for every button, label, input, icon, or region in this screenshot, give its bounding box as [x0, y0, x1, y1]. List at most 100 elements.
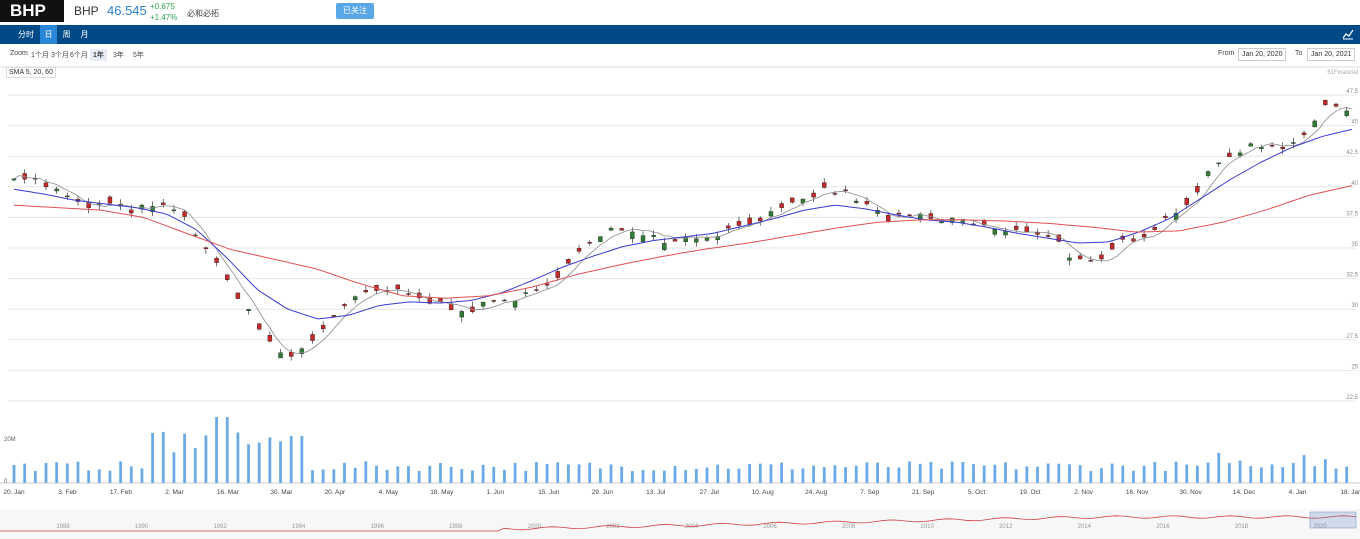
candle-body — [1163, 215, 1168, 219]
y-tick-label: 30 — [1351, 303, 1358, 309]
volume-bar — [23, 463, 27, 483]
candle-body — [1184, 197, 1189, 205]
candle-body — [523, 292, 528, 294]
volume-bar — [1281, 467, 1285, 483]
candle-body — [694, 238, 699, 243]
candle-body — [363, 290, 369, 293]
volume-bar — [503, 469, 506, 483]
x-tick-label: 4. Jan — [1289, 489, 1307, 496]
zoom-6m[interactable]: 6个月 — [70, 52, 88, 59]
candle-body — [1312, 120, 1317, 128]
candle-body — [43, 182, 49, 188]
navigator-year: 2000 — [528, 524, 542, 530]
y-tick-label: 37.5 — [1346, 211, 1358, 217]
volume-bar — [1142, 465, 1146, 483]
volume-bar — [1174, 461, 1178, 483]
navigator-year: 1994 — [292, 524, 306, 530]
x-tick-label: 20. Jan — [3, 489, 25, 496]
tab-daily[interactable]: 日 — [40, 25, 57, 44]
candle-body — [1280, 147, 1285, 150]
candle-body — [1067, 257, 1072, 261]
navigator-year: 2018 — [1235, 524, 1249, 530]
navigator-year: 1998 — [449, 524, 463, 530]
x-tick-label: 19. Oct — [1020, 489, 1041, 496]
tab-monthly[interactable]: 月 — [80, 30, 89, 39]
x-tick-label: 21. Sep — [912, 489, 935, 496]
zoom-5y[interactable]: 5年 — [133, 52, 144, 59]
volume-bar — [471, 470, 474, 483]
x-tick-label: 18. Jan — [1340, 489, 1360, 496]
chart-type-icon[interactable] — [1342, 28, 1354, 40]
candle-body — [1152, 227, 1157, 230]
volume-bar — [598, 468, 602, 483]
zoom-1m[interactable]: 1个月 — [31, 52, 49, 59]
volume-bar — [1046, 463, 1050, 483]
volume-bar — [76, 461, 80, 483]
candle-body — [1045, 235, 1051, 237]
navigator-year: 1988 — [56, 524, 70, 530]
candle-body — [502, 299, 507, 302]
candle-body — [1269, 144, 1275, 147]
y-tick-label: 22.5 — [1346, 395, 1358, 401]
from-date-input[interactable]: Jan 20, 2020 — [1238, 48, 1287, 61]
follow-button[interactable]: 已关注 — [336, 3, 374, 19]
volume-bar — [481, 464, 485, 483]
volume-bar — [673, 466, 677, 483]
candle-body — [1344, 110, 1349, 116]
volume-bar — [321, 469, 325, 483]
data-credit: 61Financial — [1327, 70, 1358, 76]
volume-bar — [929, 461, 933, 483]
x-tick-label: 4. May — [379, 489, 399, 496]
candle-body — [107, 196, 113, 204]
navigator-line — [0, 515, 1357, 532]
volume-bar — [876, 462, 879, 483]
candle-body — [544, 283, 550, 286]
tab-weekly[interactable]: 周 — [62, 30, 71, 39]
volume-bar — [535, 462, 538, 483]
volume-bar — [705, 467, 709, 483]
candle-body — [491, 300, 496, 302]
candle-body — [203, 247, 209, 250]
volume-tick-label: 20M — [4, 437, 16, 443]
candle-body — [704, 237, 710, 241]
volume-bar — [1153, 461, 1157, 483]
y-tick-label: 27.5 — [1346, 334, 1358, 340]
zoom-1y[interactable]: 1年 — [90, 49, 107, 61]
volume-bar — [204, 435, 208, 483]
tab-intraday[interactable]: 分时 — [18, 30, 34, 39]
candle-body — [65, 195, 70, 198]
volume-bar — [1217, 452, 1221, 483]
volume-bar — [172, 452, 176, 483]
volume-bar — [492, 466, 496, 483]
volume-bar — [439, 463, 442, 483]
navigator-year: 2006 — [763, 524, 777, 530]
candle-body — [1248, 143, 1253, 147]
change-percent: +1.47% — [150, 13, 178, 22]
volume-bar — [1249, 466, 1253, 483]
volume-bar — [982, 465, 986, 483]
candle-body — [342, 304, 347, 307]
candle-body — [608, 227, 614, 231]
volume-bar — [1345, 466, 1349, 483]
volume-bar — [1196, 465, 1199, 483]
candle-body — [779, 203, 784, 208]
candle-body — [832, 193, 838, 195]
candle-body — [768, 211, 774, 217]
candle-body — [630, 231, 635, 239]
to-date-input[interactable]: Jan 20, 2021 — [1307, 48, 1356, 61]
candle-body — [54, 188, 59, 192]
candle-body — [1077, 255, 1083, 259]
volume-bar — [993, 464, 997, 483]
candle-body — [1013, 225, 1019, 230]
x-tick-label: 17. Feb — [110, 489, 132, 496]
zoom-3m[interactable]: 3个月 — [51, 52, 69, 59]
volume-bar — [236, 432, 240, 483]
candle-body — [161, 202, 166, 205]
x-tick-label: 13. Jul — [646, 489, 666, 496]
zoom-3y[interactable]: 3年 — [113, 52, 124, 59]
volume-bar — [769, 464, 773, 483]
candle-body — [246, 309, 251, 311]
candle-body — [651, 235, 656, 237]
volume-bar — [801, 468, 805, 483]
